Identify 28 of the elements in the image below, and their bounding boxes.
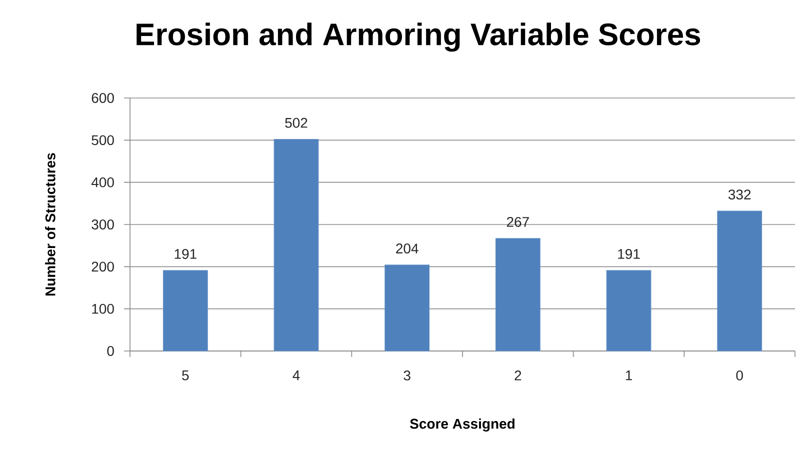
data-label: 332 [728,190,751,200]
data-label: 204 [396,244,418,254]
chart-title: Erosion and Armoring Variable Scores [136,22,700,52]
x-tick-label: 5 [182,370,189,380]
y-tick-label: 100 [92,304,114,314]
x-tick-label: 4 [292,370,300,380]
bar [274,139,319,352]
x-axis-title: Score Assigned [410,418,514,432]
y-tick-label: 300 [92,220,114,230]
data-label: 191 [174,249,196,259]
y-tick-label: 600 [92,93,114,103]
bar [384,264,430,352]
y-tick-label: 200 [92,262,114,272]
y-tick-label: 0 [107,346,114,356]
y-tick-label: 500 [92,135,114,146]
data-label: 191 [618,249,640,259]
bar [162,270,208,352]
bar [606,270,652,352]
data-label: 267 [506,216,529,227]
bar [495,238,540,352]
x-tick-label: 1 [626,370,632,380]
bar [717,210,762,352]
y-axis-title: Number of Structures [45,153,56,296]
x-tick-label: 2 [514,370,522,380]
x-tick-label: 3 [404,370,410,380]
y-tick-label: 400 [91,177,114,188]
x-tick-label: 0 [736,370,743,380]
data-label: 502 [285,118,308,128]
